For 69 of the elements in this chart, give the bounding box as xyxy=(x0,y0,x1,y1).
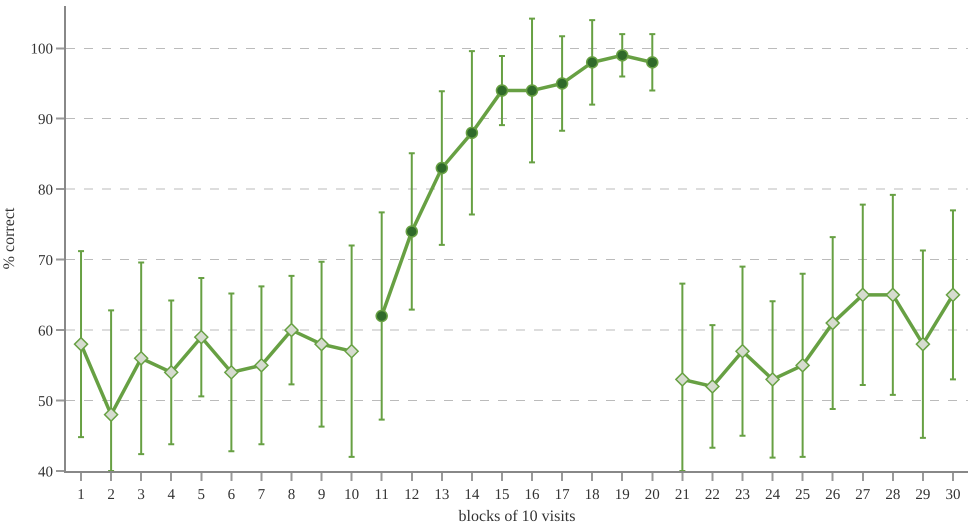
point xyxy=(795,358,810,373)
x-tick-label: 29 xyxy=(915,487,930,503)
point xyxy=(556,77,568,90)
point xyxy=(344,344,359,358)
point xyxy=(765,372,780,387)
x-tick-label: 5 xyxy=(198,487,206,503)
y-axis-title: % correct xyxy=(0,207,18,270)
y-tick-label: 50 xyxy=(38,394,53,410)
y-tick-label: 90 xyxy=(38,112,53,128)
x-tick-label: 27 xyxy=(855,487,871,503)
y-tick-label: 80 xyxy=(38,182,53,198)
point xyxy=(224,365,239,380)
point xyxy=(496,84,508,97)
x-axis-title: blocks of 10 visits xyxy=(458,508,576,526)
y-tick-label: 60 xyxy=(38,323,53,340)
point xyxy=(586,56,598,69)
point xyxy=(946,288,960,302)
x-tick-label: 2 xyxy=(107,487,115,503)
point xyxy=(164,365,178,380)
point xyxy=(735,344,750,358)
x-tick-label: 21 xyxy=(674,487,690,503)
x-tick-label: 30 xyxy=(945,487,960,503)
x-tick-label: 24 xyxy=(765,487,781,503)
x-tick-label: 4 xyxy=(167,487,176,503)
point xyxy=(284,322,299,338)
y-tick-label: 100 xyxy=(30,42,53,58)
x-tick-label: 25 xyxy=(795,487,810,503)
point xyxy=(916,336,930,352)
point xyxy=(526,84,538,97)
point xyxy=(104,407,118,422)
point xyxy=(74,336,88,352)
y-tick-label: 40 xyxy=(38,464,53,480)
x-tick-label: 22 xyxy=(704,487,720,503)
point xyxy=(375,310,388,322)
x-tick-label: 10 xyxy=(344,487,360,503)
x-tick-label: 6 xyxy=(228,487,236,503)
x-tick-label: 16 xyxy=(524,487,540,503)
x-tick-label: 23 xyxy=(735,487,750,503)
y-tick-label: 70 xyxy=(38,252,53,269)
point xyxy=(825,316,840,330)
x-tick-label: 9 xyxy=(318,487,326,503)
x-tick-label: 17 xyxy=(554,487,570,503)
x-tick-label: 1 xyxy=(77,487,85,503)
point xyxy=(406,225,418,238)
point xyxy=(616,49,628,62)
point xyxy=(436,162,448,174)
point xyxy=(646,56,659,69)
point xyxy=(886,288,900,302)
point xyxy=(466,126,478,140)
x-tick-label: 20 xyxy=(644,487,660,503)
point xyxy=(856,288,870,302)
x-tick-label: 15 xyxy=(494,487,510,503)
x-tick-label: 14 xyxy=(464,487,480,503)
point xyxy=(314,336,329,352)
point xyxy=(254,358,269,373)
x-tick-label: 3 xyxy=(137,487,145,503)
point xyxy=(675,372,690,387)
point xyxy=(194,330,209,344)
point xyxy=(705,379,720,394)
point xyxy=(134,351,148,366)
x-tick-label: 19 xyxy=(614,487,630,503)
x-tick-label: 18 xyxy=(584,487,600,503)
x-tick-label: 7 xyxy=(258,487,266,503)
x-tick-label: 26 xyxy=(825,487,841,503)
x-tick-label: 12 xyxy=(404,487,420,503)
x-tick-label: 8 xyxy=(288,487,296,503)
x-tick-label: 13 xyxy=(434,487,450,503)
x-tick-label: 28 xyxy=(885,487,900,503)
x-tick-label: 11 xyxy=(374,487,389,503)
